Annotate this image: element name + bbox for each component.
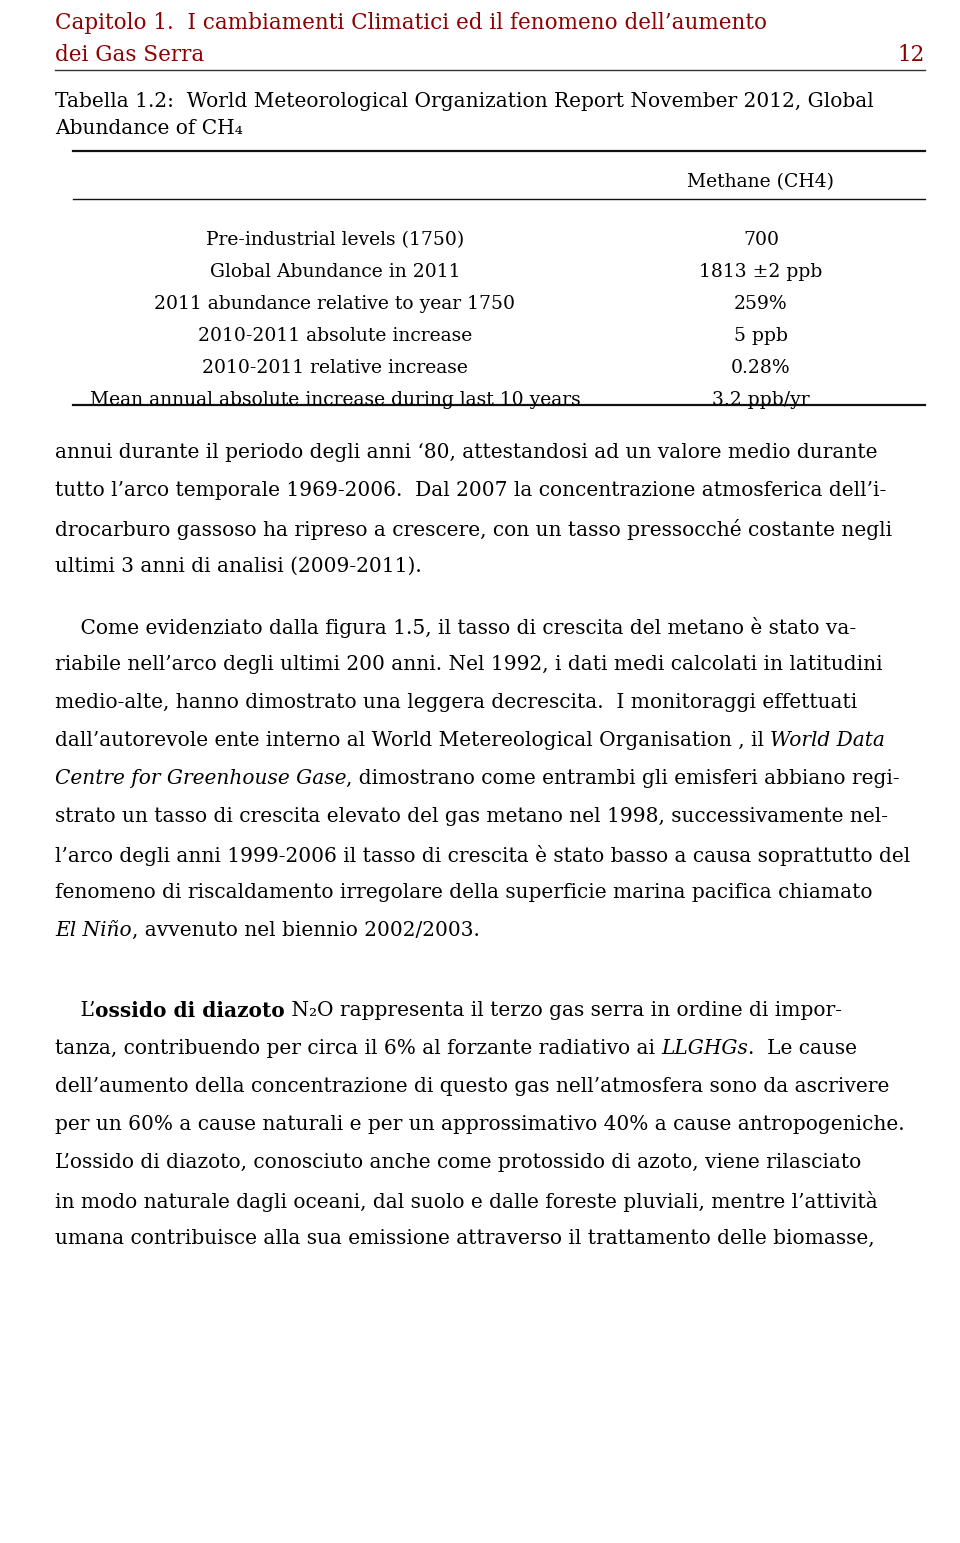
Text: 12: 12: [898, 45, 925, 66]
Text: El Niño: El Niño: [55, 921, 132, 940]
Text: , dimostrano come entrambi gli emisferi abbiano regi-: , dimostrano come entrambi gli emisferi …: [347, 768, 900, 788]
Text: 259%: 259%: [734, 295, 788, 313]
Text: in modo naturale dagli oceani, dal suolo e dalle foreste pluviali, mentre l’atti: in modo naturale dagli oceani, dal suolo…: [55, 1191, 877, 1211]
Text: L’: L’: [55, 1001, 95, 1020]
Text: Come evidenziato dalla figura 1.5, il tasso di crescita del metano è stato va-: Come evidenziato dalla figura 1.5, il ta…: [55, 617, 856, 637]
Text: Centre for Greenhouse Gase: Centre for Greenhouse Gase: [55, 768, 347, 788]
Text: Global Abundance in 2011: Global Abundance in 2011: [209, 262, 460, 281]
Text: Tabella 1.2:  World Meteorological Organization Report November 2012, Global: Tabella 1.2: World Meteorological Organi…: [55, 93, 874, 111]
Text: per un 60% a cause naturali e per un approssimativo 40% a cause antropogeniche.: per un 60% a cause naturali e per un app…: [55, 1116, 904, 1134]
Text: tanza, contribuendo per circa il 6% al forzante radiativo ai: tanza, contribuendo per circa il 6% al f…: [55, 1038, 661, 1058]
Text: fenomeno di riscaldamento irregolare della superficie marina pacifica chiamato: fenomeno di riscaldamento irregolare del…: [55, 883, 873, 903]
Text: 3.2 ppb/yr: 3.2 ppb/yr: [712, 390, 810, 409]
Text: Methane (CH4): Methane (CH4): [687, 173, 834, 191]
Text: 5 ppb: 5 ppb: [734, 327, 788, 346]
Text: annui durante il periodo degli anni ‘80, attestandosi ad un valore medio durante: annui durante il periodo degli anni ‘80,…: [55, 443, 877, 461]
Text: LLGHGs: LLGHGs: [661, 1038, 748, 1058]
Text: Pre-industrial levels (1750): Pre-industrial levels (1750): [205, 231, 464, 248]
Text: medio-alte, hanno dimostrato una leggera decrescita.  I monitoraggi effettuati: medio-alte, hanno dimostrato una leggera…: [55, 693, 857, 711]
Text: 2011 abundance relative to year 1750: 2011 abundance relative to year 1750: [155, 295, 516, 313]
Text: riabile nell’arco degli ultimi 200 anni. Nel 1992, i dati medi calcolati in lati: riabile nell’arco degli ultimi 200 anni.…: [55, 654, 882, 674]
Text: strato un tasso di crescita elevato del gas metano nel 1998, successivamente nel: strato un tasso di crescita elevato del …: [55, 807, 888, 826]
Text: 0.28%: 0.28%: [732, 360, 791, 376]
Text: .  Le cause: . Le cause: [748, 1038, 857, 1058]
Text: Abundance of CH₄: Abundance of CH₄: [55, 119, 243, 137]
Text: , avvenuto nel biennio 2002/2003.: , avvenuto nel biennio 2002/2003.: [132, 921, 479, 940]
Text: 700: 700: [743, 231, 779, 248]
Text: World Data: World Data: [770, 731, 885, 750]
Text: l’arco degli anni 1999-2006 il tasso di crescita è stato basso a causa soprattut: l’arco degli anni 1999-2006 il tasso di …: [55, 846, 910, 866]
Text: dei Gas Serra: dei Gas Serra: [55, 45, 204, 66]
Text: 1813 ±2 ppb: 1813 ±2 ppb: [699, 262, 823, 281]
Text: 2010-2011 relative increase: 2010-2011 relative increase: [202, 360, 468, 376]
Text: dall’autorevole ente interno al World Metereological Organisation , il: dall’autorevole ente interno al World Me…: [55, 731, 770, 750]
Text: dell’aumento della concentrazione di questo gas nell’atmosfera sono da ascrivere: dell’aumento della concentrazione di que…: [55, 1077, 889, 1096]
Text: ossido di diazoto: ossido di diazoto: [95, 1001, 285, 1021]
Text: drocarburo gassoso ha ripreso a crescere, con un tasso pressocché costante negli: drocarburo gassoso ha ripreso a crescere…: [55, 518, 892, 540]
Text: 2010-2011 absolute increase: 2010-2011 absolute increase: [198, 327, 472, 346]
Text: N₂O rappresenta il terzo gas serra in ordine di impor-: N₂O rappresenta il terzo gas serra in or…: [285, 1001, 842, 1020]
Text: ultimi 3 anni di analisi (2009-2011).: ultimi 3 anni di analisi (2009-2011).: [55, 557, 421, 576]
Text: tutto l’arco temporale 1969-2006.  Dal 2007 la concentrazione atmosferica dell’i: tutto l’arco temporale 1969-2006. Dal 20…: [55, 481, 886, 500]
Text: umana contribuisce alla sua emissione attraverso il trattamento delle biomasse,: umana contribuisce alla sua emissione at…: [55, 1230, 875, 1248]
Text: Capitolo 1.  I cambiamenti Climatici ed il fenomeno dell’aumento: Capitolo 1. I cambiamenti Climatici ed i…: [55, 12, 767, 34]
Text: Mean annual absolute increase during last 10 years: Mean annual absolute increase during las…: [89, 390, 581, 409]
Text: L’ossido di diazoto, conosciuto anche come protossido di azoto, viene rilasciato: L’ossido di diazoto, conosciuto anche co…: [55, 1153, 861, 1173]
